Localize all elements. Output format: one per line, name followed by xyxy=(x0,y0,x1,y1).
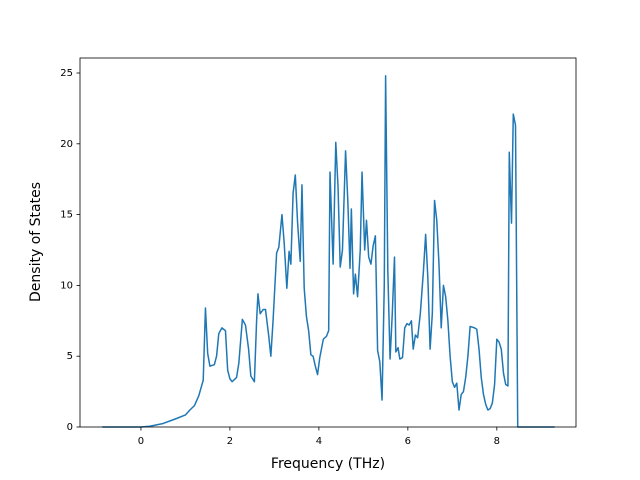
data-line xyxy=(102,75,555,428)
y-tick-label: 20 xyxy=(60,139,73,150)
x-axis-label: Frequency (THz) xyxy=(271,456,385,472)
y-tick-label: 15 xyxy=(60,210,73,221)
y-tick-label: 25 xyxy=(60,68,73,79)
y-tick-label: 10 xyxy=(60,280,73,291)
y-tick-label: 0 xyxy=(67,422,73,433)
x-tick-label: 4 xyxy=(316,436,322,447)
x-tick-label: 8 xyxy=(494,436,500,447)
x-tick-label: 2 xyxy=(227,436,233,447)
x-tick-label: 0 xyxy=(138,436,144,447)
y-axis-label: Density of States xyxy=(28,182,44,302)
x-tick-label: 6 xyxy=(405,436,411,447)
plot-frame xyxy=(79,57,577,428)
y-tick-label: 5 xyxy=(67,351,73,362)
